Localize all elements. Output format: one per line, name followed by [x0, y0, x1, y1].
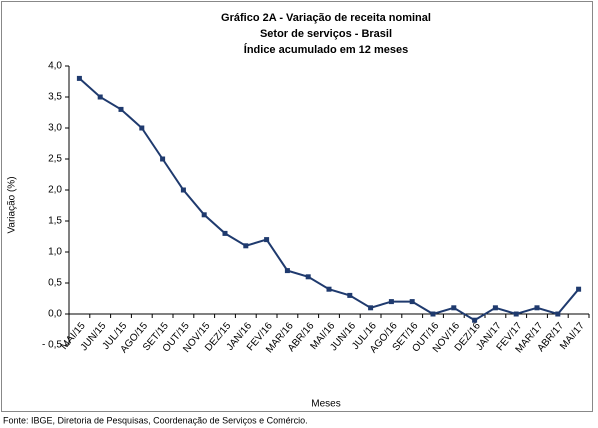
data-point — [451, 305, 457, 311]
y-tick-label: 2,0 — [48, 185, 62, 196]
y-tick-label: 2,5 — [48, 154, 62, 165]
data-point — [180, 187, 186, 193]
data-point — [76, 75, 82, 81]
data-point — [118, 106, 124, 112]
data-point — [388, 299, 394, 305]
chart-subtitle: Setor de serviços - Brasil — [260, 28, 392, 40]
data-point — [576, 286, 582, 292]
x-axis-label: Meses — [311, 399, 340, 410]
data-point — [492, 305, 498, 311]
data-point — [368, 305, 374, 311]
data-point — [264, 237, 270, 243]
data-point — [326, 286, 332, 292]
y-tick-label: 4,0 — [48, 61, 62, 72]
data-point — [201, 212, 207, 218]
y-tick-label: - 0,5 — [42, 340, 62, 351]
chart-subtitle: Índice acumulado em 12 meses — [244, 43, 408, 56]
chart-title: Gráfico 2A - Variação de receita nominal — [221, 12, 431, 24]
data-point — [347, 292, 353, 298]
data-point — [222, 230, 228, 236]
chart-frame — [1, 1, 593, 412]
data-point — [139, 125, 145, 131]
data-point — [284, 268, 290, 274]
data-point — [243, 243, 249, 249]
data-point — [472, 317, 478, 323]
data-point — [409, 299, 415, 305]
data-point — [430, 311, 436, 317]
data-point — [97, 94, 103, 100]
source-note: Fonte: IBGE, Diretoria de Pesquisas, Coo… — [3, 415, 308, 425]
data-point — [555, 311, 561, 317]
y-axis-label: Variação (%) — [7, 176, 18, 233]
data-point — [513, 311, 519, 317]
y-tick-label: 0,5 — [48, 278, 62, 289]
y-tick-label: 3,5 — [48, 92, 62, 103]
y-tick-label: 1,0 — [48, 247, 62, 258]
data-point — [305, 274, 311, 280]
y-tick-label: 3,0 — [48, 123, 62, 134]
y-tick-label: 1,5 — [48, 216, 62, 227]
y-tick-label: 0,0 — [48, 309, 62, 320]
data-point — [160, 156, 166, 162]
data-point — [534, 305, 540, 311]
